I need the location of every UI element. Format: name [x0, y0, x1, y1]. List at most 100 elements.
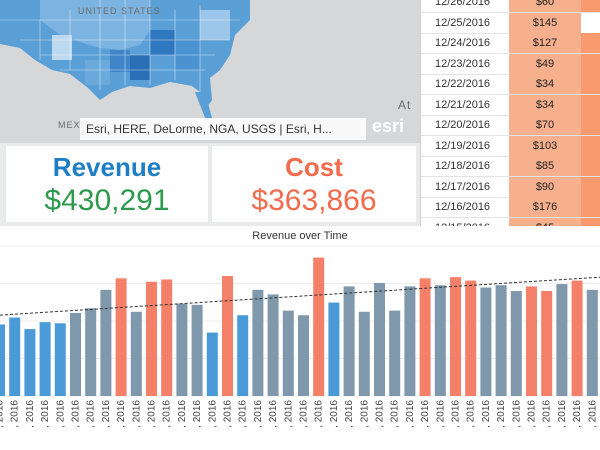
x-tick-label: , 2016	[405, 400, 416, 428]
row-date: 12/25/2016	[435, 16, 491, 29]
table-row[interactable]: 12/26/2016 $60	[421, 0, 600, 13]
x-tick-label: , 2016	[10, 400, 21, 428]
x-tick-label: , 2016	[375, 400, 386, 428]
row-date: 12/21/2016	[435, 98, 491, 111]
x-tick-label: , 2016	[86, 400, 97, 428]
revenue-bar[interactable]	[328, 302, 340, 396]
revenue-bar[interactable]	[9, 317, 21, 396]
table-row[interactable]: 12/19/2016 $103	[421, 135, 600, 157]
row-date: 12/17/2016	[435, 180, 491, 193]
table-row[interactable]: 12/23/2016 $49	[421, 53, 600, 75]
table-row[interactable]: 12/22/2016 $34	[421, 74, 600, 95]
revenue-bar[interactable]	[465, 280, 477, 396]
x-tick-label: , 2016	[572, 400, 583, 428]
x-tick-label: , 2016	[25, 400, 36, 428]
x-tick-label: , 2016	[299, 400, 310, 428]
x-tick-label: , 2016	[511, 400, 522, 428]
row-date: 12/26/2016	[435, 0, 491, 8]
revenue-bar[interactable]	[343, 286, 355, 396]
revenue-bar[interactable]	[298, 315, 309, 396]
revenue-bar[interactable]	[450, 277, 461, 396]
row-value: $103	[509, 135, 581, 156]
table-row[interactable]: 12/18/2016 $85	[421, 156, 600, 177]
revenue-bar[interactable]	[556, 284, 568, 396]
row-color-cell	[581, 197, 600, 217]
revenue-bar[interactable]	[115, 278, 127, 396]
row-date: 12/20/2016	[435, 119, 491, 131]
x-tick-label: , 2016	[177, 400, 188, 428]
revenue-bar[interactable]	[404, 286, 416, 396]
x-tick-label: , 2016	[283, 400, 294, 428]
x-tick-label: , 2016	[390, 400, 401, 428]
revenue-bar[interactable]	[510, 291, 522, 396]
row-color-cell	[581, 33, 600, 53]
map-label-us: UNITED STATES	[78, 6, 161, 16]
revenue-bar[interactable]	[237, 315, 249, 396]
revenue-bar[interactable]	[222, 276, 233, 396]
revenue-bar[interactable]	[282, 310, 294, 396]
x-tick-label: , 2016	[40, 400, 51, 428]
revenue-bar[interactable]	[130, 311, 142, 396]
revenue-bar[interactable]	[24, 329, 36, 396]
x-tick-label: , 2016	[131, 400, 142, 428]
revenue-bar[interactable]	[176, 303, 188, 396]
revenue-bar[interactable]	[495, 285, 507, 396]
revenue-bar[interactable]	[146, 281, 157, 396]
revenue-bar[interactable]	[374, 282, 385, 396]
row-date: 12/22/2016	[435, 78, 491, 90]
revenue-kpi-card: Revenue $430,291	[6, 146, 208, 222]
revenue-bar[interactable]	[313, 257, 325, 396]
revenue-bar[interactable]	[100, 289, 112, 396]
revenue-bar[interactable]	[267, 294, 279, 396]
table-row[interactable]: 12/21/2016 $34	[421, 94, 600, 116]
row-color-cell	[581, 53, 600, 74]
revenue-bar[interactable]	[480, 287, 492, 396]
x-tick-label: , 2016	[496, 400, 507, 428]
revenue-bar[interactable]	[586, 289, 598, 396]
row-value: $60	[509, 0, 581, 12]
chart-title: Revenue over Time	[252, 230, 348, 242]
revenue-chart-panel[interactable]: Revenue over Time , 2016, 2016, 2016, 20…	[0, 226, 600, 450]
row-value: $145	[509, 12, 581, 33]
revenue-bar[interactable]	[358, 311, 370, 396]
revenue-bar[interactable]	[191, 304, 203, 396]
revenue-bar[interactable]	[39, 322, 51, 396]
table-row[interactable]: 12/16/2016 $176	[421, 197, 600, 218]
row-color-cell	[581, 12, 600, 33]
revenue-bar[interactable]	[434, 285, 446, 396]
esri-logo: esri	[372, 116, 405, 136]
row-date: 12/19/2016	[435, 139, 491, 152]
row-date: 12/16/2016	[435, 201, 491, 213]
x-tick-label: , 2016	[55, 400, 66, 428]
revenue-bar[interactable]	[571, 280, 583, 396]
map-label-atlantic: At	[398, 98, 412, 112]
revenue-bar[interactable]	[0, 324, 5, 396]
x-tick-label: , 2016	[0, 400, 6, 428]
table-row[interactable]: 12/25/2016 $145	[421, 12, 600, 34]
row-color-cell	[581, 115, 600, 135]
revenue-bar[interactable]	[70, 312, 81, 396]
revenue-bar[interactable]	[85, 308, 97, 396]
x-tick-label: , 2016	[451, 400, 462, 428]
revenue-kpi-value: $430,291	[44, 184, 170, 217]
revenue-bar[interactable]	[526, 286, 537, 396]
map-canvas[interactable]	[0, 0, 420, 143]
revenue-bar[interactable]	[206, 332, 218, 396]
cost-kpi-card: Cost $363,866	[212, 146, 416, 222]
x-tick-label: , 2016	[268, 400, 279, 428]
row-value: $49	[509, 53, 581, 74]
revenue-bar[interactable]	[54, 323, 66, 396]
daily-cost-table[interactable]: 12/26/2016 $60 12/25/2016 $145 12/24/2016 $12…	[420, 0, 600, 230]
x-tick-label: , 2016	[314, 400, 325, 428]
table-row[interactable]: 12/24/2016 $127	[421, 33, 600, 54]
table-row[interactable]: 12/20/2016 $70	[421, 115, 600, 136]
revenue-bar[interactable]	[389, 310, 401, 396]
table-row[interactable]: 12/17/2016 $90	[421, 176, 600, 198]
map-panel[interactable]: UNITED STATES MEXICO At Esri, HERE, DeLo…	[0, 0, 420, 143]
revenue-bar[interactable]	[161, 279, 173, 396]
revenue-bar-chart[interactable]: , 2016 , 2016 , 2016 , 2016 , 2016 , 2016 , 20…	[0, 226, 600, 450]
revenue-bar[interactable]	[252, 289, 264, 396]
revenue-bar[interactable]	[541, 291, 553, 396]
row-color-cell	[581, 0, 600, 12]
revenue-bar[interactable]	[419, 278, 431, 396]
